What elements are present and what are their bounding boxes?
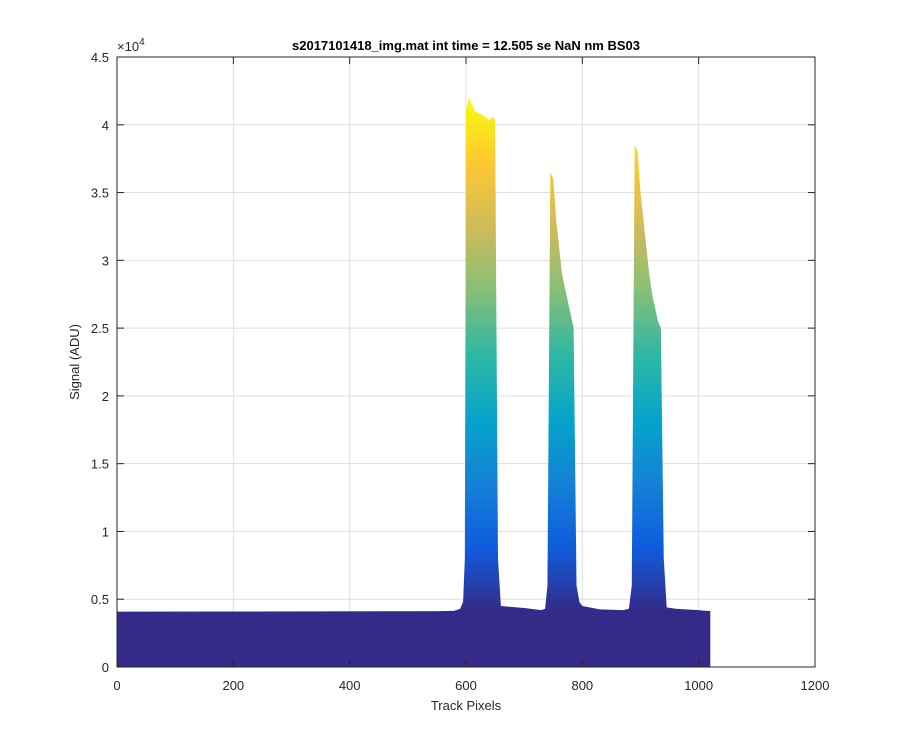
x-tick-label: 400: [339, 678, 361, 693]
y-tick-label: 0: [102, 660, 109, 675]
x-tick-label: 1000: [684, 678, 713, 693]
y-tick-label: 3: [102, 253, 109, 268]
x-tick-label: 0: [113, 678, 120, 693]
y-tick-label: 1.5: [91, 457, 109, 472]
y-tick-label: 0.5: [91, 592, 109, 607]
y-tick-label: 4: [102, 118, 109, 133]
x-tick-label: 1200: [801, 678, 830, 693]
y-tick-label: 3.5: [91, 186, 109, 201]
y-tick-label: 2: [102, 389, 109, 404]
y-tick-label: 2.5: [91, 321, 109, 336]
chart-title: s2017101418_img.mat int time = 12.505 se…: [292, 38, 640, 53]
y-tick-label: 4.5: [91, 50, 109, 65]
y-exponent-power: 4: [139, 37, 145, 48]
y-tick-label: 1: [102, 524, 109, 539]
y-exponent-label: ×104: [117, 37, 145, 54]
x-tick-label: 200: [222, 678, 244, 693]
x-ticks: 0 200 400 600 800 1000 1200: [113, 57, 829, 693]
signal-area: [117, 97, 711, 667]
x-tick-label: 600: [455, 678, 477, 693]
x-tick-label: 800: [571, 678, 593, 693]
y-ticks: 0 0.5 1 1.5 2 2.5 3 3.5 4 4.5: [91, 50, 815, 675]
x-axis-label: Track Pixels: [431, 698, 502, 713]
signal-baseline-line: [117, 610, 711, 613]
y-axis-label: Signal (ADU): [67, 324, 82, 400]
